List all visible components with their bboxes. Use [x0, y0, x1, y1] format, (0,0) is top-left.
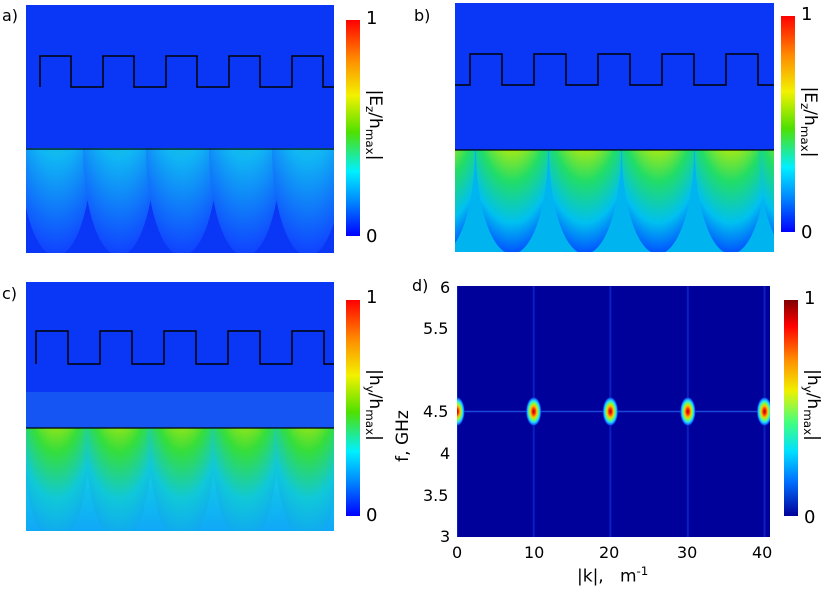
colorbar-b-max: 1	[801, 4, 813, 25]
field-map-c	[26, 282, 334, 531]
colorbar-d-max: 1	[804, 288, 816, 309]
grating-outline-b	[455, 53, 774, 86]
y-tick: 3	[440, 527, 451, 546]
y-tick: 5.5	[423, 319, 449, 338]
panel-a-label: a)	[2, 6, 19, 25]
colorbar-d-title: |hy/hmax|	[800, 369, 824, 441]
colorbar-a-max: 1	[366, 8, 378, 29]
colorbar-a	[346, 20, 360, 236]
peak-spot	[756, 396, 770, 427]
panel-d-label: d)	[412, 276, 429, 295]
colorbar-d-min: 0	[804, 507, 816, 528]
x-tick: 30	[677, 543, 698, 562]
dispersion-heatmap	[457, 286, 770, 537]
panel-c-label: c)	[2, 284, 18, 303]
colorbar-c-title: |hy/hmax|	[362, 369, 386, 441]
x-tick: 10	[524, 543, 545, 562]
field-map-a	[26, 5, 334, 253]
field-map-b	[455, 3, 774, 252]
y-tick: 3.5	[423, 486, 449, 505]
colorbar-c-min: 0	[366, 505, 378, 526]
colorbar-a-title: |Ez/hmax|	[362, 89, 386, 161]
x-tick: 40	[752, 543, 773, 562]
grating-outline-c	[35, 330, 334, 365]
x-axis-label: |k|, m-1	[577, 564, 649, 587]
colorbar-b-min: 0	[801, 222, 813, 243]
colorbar-d	[784, 300, 798, 516]
y-tick: 4.5	[423, 402, 449, 421]
colorbar-a-min: 0	[366, 226, 378, 247]
peak-spot	[602, 396, 619, 427]
y-tick: 6	[440, 278, 451, 297]
peak-spot	[457, 396, 465, 427]
colorbar-b	[781, 16, 795, 232]
colorbar-b-title: |Ez/hmax|	[797, 86, 821, 158]
panel-b-label: b)	[414, 6, 431, 25]
grating-outline-a	[39, 55, 334, 88]
x-tick: 20	[599, 543, 620, 562]
peak-spot	[679, 396, 696, 427]
y-axis-label: f, GHz	[392, 410, 413, 462]
y-tick: 4	[440, 444, 451, 463]
peak-spot	[525, 396, 542, 427]
x-tick: 0	[452, 543, 463, 562]
colorbar-c	[346, 300, 360, 516]
colorbar-c-max: 1	[366, 287, 378, 308]
